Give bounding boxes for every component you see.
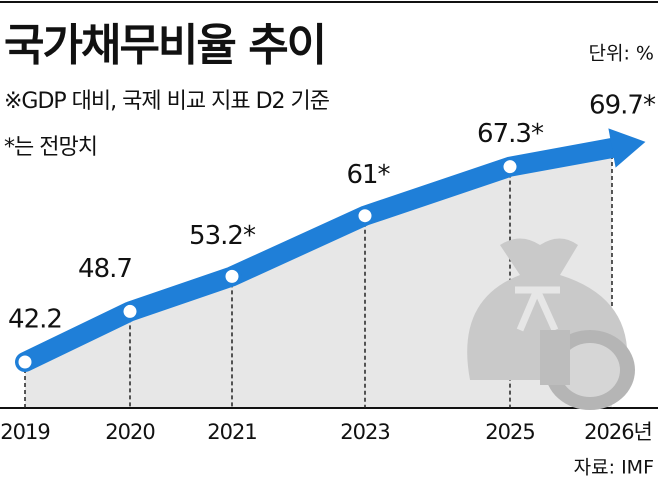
value-label: 69.7* — [589, 91, 656, 121]
point — [15, 352, 35, 372]
unit-label: 단위: % — [589, 43, 654, 65]
x-tick-label: 2023 — [340, 420, 389, 444]
point — [222, 266, 242, 286]
area-layer — [25, 148, 612, 408]
point — [500, 157, 520, 177]
money-bag-icon — [467, 238, 635, 410]
line — [15, 138, 622, 372]
x-tick-label: 2026년 — [584, 420, 652, 444]
value-label: 53.2* — [189, 221, 256, 251]
x-tick-label: 2025 — [485, 420, 534, 444]
source: 자료: IMF — [574, 457, 654, 479]
point — [355, 206, 375, 226]
area — [25, 148, 612, 408]
x-tick-label: 2020 — [105, 420, 154, 444]
value-label: 48.7 — [78, 254, 132, 284]
value-label: 42.2 — [8, 305, 62, 335]
arrow-head — [608, 128, 646, 168]
chart-title: 국가채무비율 추이 — [4, 20, 325, 71]
value-label: 67.3* — [477, 119, 544, 149]
note: ※GDP 대비, 국제 비교 지표 D2 기준 — [4, 89, 330, 114]
value-label: 61* — [346, 160, 390, 190]
point — [120, 301, 140, 321]
x-tick-label: 2021 — [207, 420, 256, 444]
x-tick-label: 2019 — [0, 420, 49, 444]
forecast-note: *는 전망치 — [4, 135, 97, 160]
